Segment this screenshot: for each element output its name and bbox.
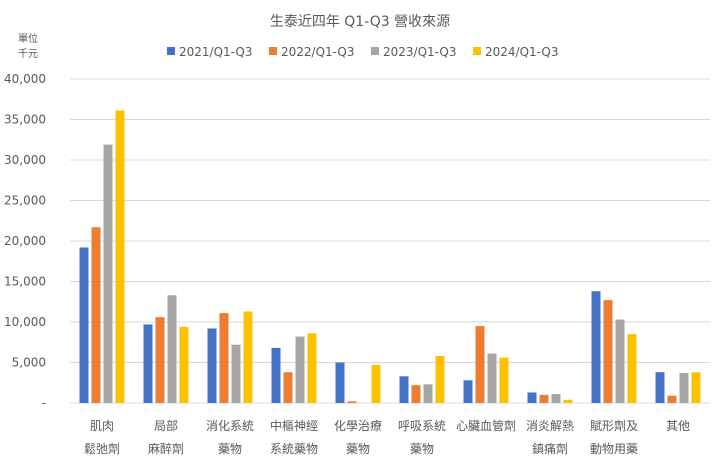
x-tick-label: 賦形劑及 bbox=[590, 418, 638, 433]
bar bbox=[411, 385, 421, 403]
bar bbox=[335, 362, 345, 403]
bar bbox=[475, 326, 485, 403]
y-axis-label-line1: 單位 bbox=[18, 32, 38, 45]
bar bbox=[603, 300, 613, 403]
bar bbox=[143, 324, 153, 403]
x-tick-label: 中樞神經 bbox=[270, 418, 318, 433]
x-tick-label: 其他 bbox=[666, 419, 690, 433]
y-tick-label: 30,000 bbox=[4, 153, 46, 167]
x-tick-label: 系統藥物 bbox=[270, 442, 318, 456]
bar bbox=[539, 394, 549, 403]
legend-label: 2023/Q1-Q3 bbox=[383, 45, 457, 59]
x-tick-label: 肌肉 bbox=[90, 419, 114, 433]
x-tick-label: 鎮痛劑 bbox=[532, 441, 568, 456]
bar bbox=[179, 326, 189, 403]
legend-swatch bbox=[371, 47, 379, 55]
bar bbox=[347, 401, 357, 403]
chart-title: 生泰近四年 Q1-Q3 營收來源 bbox=[270, 14, 450, 30]
y-tick-label: 15,000 bbox=[4, 275, 46, 289]
legend-label: 2021/Q1-Q3 bbox=[179, 45, 253, 59]
bar bbox=[231, 344, 241, 403]
legend-swatch bbox=[269, 47, 277, 55]
bar bbox=[423, 384, 433, 403]
bar bbox=[103, 144, 113, 404]
bar bbox=[207, 328, 217, 403]
bar bbox=[79, 247, 89, 403]
legend-label: 2022/Q1-Q3 bbox=[281, 45, 355, 59]
bar bbox=[155, 317, 165, 403]
bar bbox=[283, 372, 293, 403]
bar bbox=[115, 110, 125, 403]
bar bbox=[271, 347, 281, 403]
bar bbox=[691, 372, 701, 403]
bar bbox=[615, 319, 625, 403]
x-tick-label: 藥物 bbox=[410, 442, 434, 456]
bar bbox=[679, 373, 689, 403]
x-tick-label: 消化系統 bbox=[206, 419, 254, 433]
bar bbox=[307, 333, 317, 403]
y-tick-label: 10,000 bbox=[4, 315, 46, 329]
bar bbox=[551, 394, 561, 403]
bar bbox=[667, 395, 677, 403]
bar bbox=[499, 357, 509, 403]
x-tick-label: 麻醉劑 bbox=[148, 441, 184, 456]
bar bbox=[167, 295, 177, 403]
legend-label: 2024/Q1-Q3 bbox=[485, 45, 559, 59]
y-axis-label-line2: 千元 bbox=[18, 48, 38, 60]
bar bbox=[371, 364, 381, 403]
bar bbox=[463, 380, 473, 403]
x-tick-label: 鬆弛劑 bbox=[84, 441, 120, 456]
bar bbox=[219, 313, 229, 403]
y-tick-label: 5,000 bbox=[12, 356, 46, 370]
bar bbox=[399, 376, 409, 403]
y-tick-label: 35,000 bbox=[4, 113, 46, 127]
bar bbox=[627, 334, 637, 403]
y-tick-label: 25,000 bbox=[4, 194, 46, 208]
x-tick-label: 局部 bbox=[154, 418, 178, 433]
y-tick-label: 40,000 bbox=[4, 72, 46, 86]
legend-swatch bbox=[473, 47, 481, 55]
x-tick-label: 藥物 bbox=[218, 442, 242, 456]
y-tick-label: - bbox=[42, 396, 46, 410]
x-tick-label: 動物用藥 bbox=[590, 442, 638, 456]
bar bbox=[295, 336, 305, 403]
bar bbox=[655, 372, 665, 403]
bar bbox=[435, 356, 445, 403]
bar bbox=[563, 399, 573, 403]
x-tick-label: 化學治療 bbox=[334, 419, 382, 433]
legend-swatch bbox=[167, 47, 175, 55]
x-tick-label: 藥物 bbox=[346, 442, 370, 456]
y-tick-label: 20,000 bbox=[4, 234, 46, 248]
x-tick-label: 心臟血管劑 bbox=[456, 418, 516, 433]
bar bbox=[591, 291, 601, 403]
x-tick-label: 消炎解熱 bbox=[526, 419, 574, 433]
bar bbox=[243, 311, 253, 403]
x-tick-label: 呼吸系統 bbox=[398, 419, 446, 433]
bar bbox=[91, 227, 101, 403]
bar bbox=[527, 392, 537, 403]
bar bbox=[487, 353, 497, 403]
